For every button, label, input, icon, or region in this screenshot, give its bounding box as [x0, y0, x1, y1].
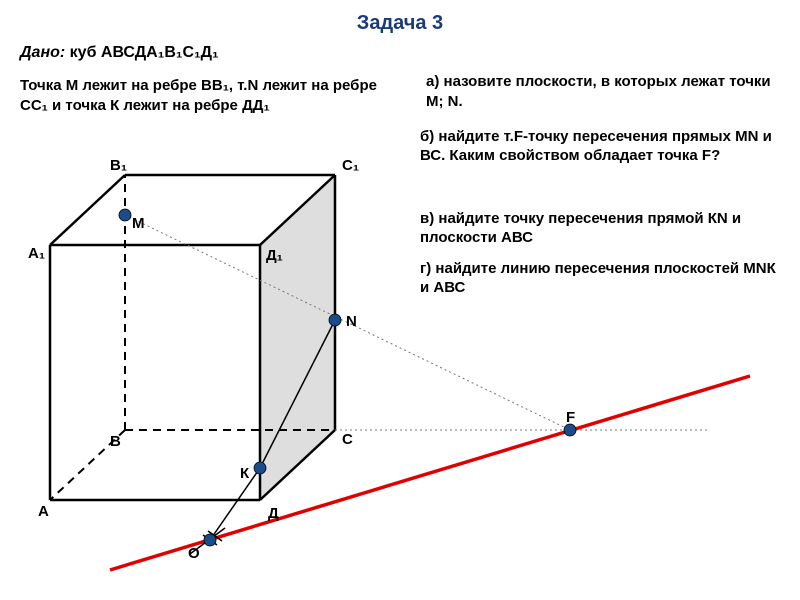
label-a: А [38, 503, 49, 520]
label-d: Д [268, 505, 279, 522]
label-c: С [342, 431, 353, 448]
label-f: F [566, 409, 575, 426]
label-b: В [110, 433, 121, 450]
label-d1: Д₁ [266, 247, 283, 264]
label-b1: В₁ [110, 157, 127, 174]
given-block: Дано: куб АВСДА₁В₁С₁Д₁ [20, 44, 219, 62]
label-m: М [132, 215, 145, 232]
label-a1: А₁ [28, 245, 45, 262]
point-k [254, 462, 266, 474]
face-right [260, 175, 335, 500]
question-a: а) назовите плоскости, в которых лежат т… [426, 72, 776, 111]
edge-a1b1 [50, 175, 125, 245]
label-c1: С₁ [342, 157, 359, 174]
point-n [329, 314, 341, 326]
given-text: куб АВСДА₁В₁С₁Д₁ [65, 44, 218, 61]
label-k: К [240, 465, 250, 482]
label-n: N [346, 313, 357, 330]
point-m [119, 209, 131, 221]
given-label: Дано: [20, 44, 65, 61]
problem-title: Задача 3 [0, 0, 800, 35]
segment-ko [210, 468, 260, 540]
description-text: Точка М лежит на ребре ВВ₁, т.N лежит на… [20, 76, 400, 117]
label-o: О [188, 545, 200, 562]
cube-diagram: А Д В С А₁ Д₁ В₁ С₁ М N К F О [10, 130, 790, 580]
point-o [204, 534, 216, 546]
